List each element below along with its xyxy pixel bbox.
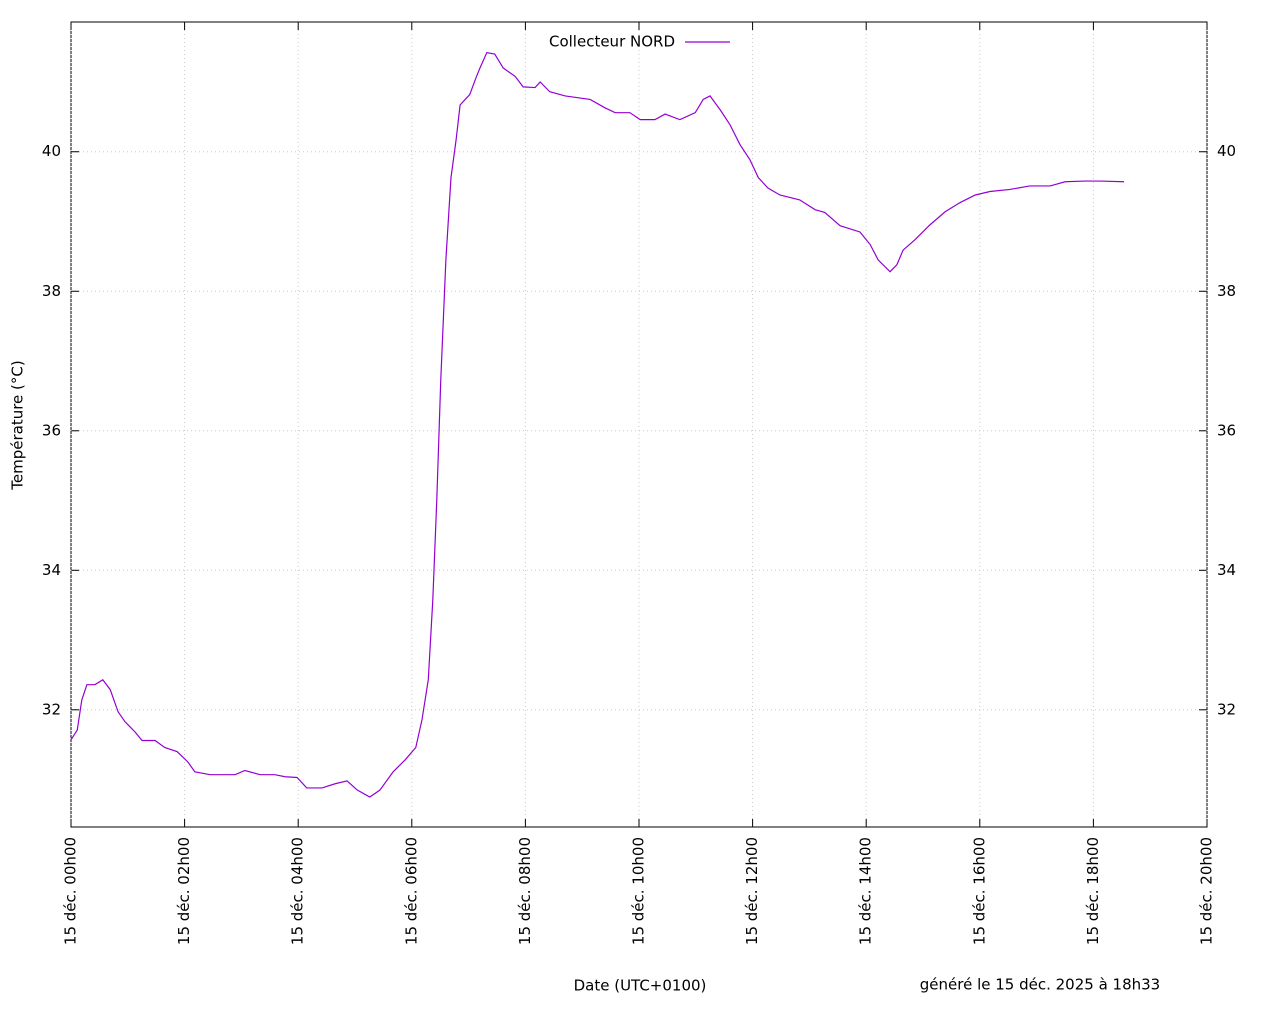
y-tick-label: 38 [42,282,61,300]
y-tick-label: 40 [42,142,61,160]
y2-tick-label: 36 [1217,421,1236,439]
legend-label: Collecteur NORD [549,33,675,51]
x-tick-label: 15 déc. 06h00 [402,837,420,945]
y-tick-label: 36 [42,421,61,439]
x-tick-label: 15 déc. 18h00 [1084,837,1102,945]
y2-tick-label: 38 [1217,282,1236,300]
y2-tick-label: 32 [1217,700,1236,718]
x-tick-label: 15 déc. 12h00 [743,837,761,945]
y-tick-label: 34 [42,561,61,579]
x-tick-label: 15 déc. 16h00 [970,837,988,945]
x-tick-label: 15 déc. 08h00 [516,837,534,945]
x-tick-label: 15 déc. 20h00 [1198,837,1216,945]
x-tick-label: 15 déc. 10h00 [630,837,648,945]
x-tick-label: 15 déc. 14h00 [857,837,875,945]
data-line [70,52,1125,798]
y-axis-label: Température (°C) [9,360,27,490]
y-tick-label: 32 [42,700,61,718]
y2-tick-label: 34 [1217,561,1236,579]
x-tick-label: 15 déc. 04h00 [289,837,307,945]
x-tick-label: 15 déc. 02h00 [175,837,193,945]
x-axis-label: Date (UTC+0100) [574,977,707,995]
x-tick-label: 15 déc. 00h00 [62,837,80,945]
footnote: généré le 15 déc. 2025 à 18h33 [920,976,1160,994]
y2-tick-label: 40 [1217,142,1236,160]
